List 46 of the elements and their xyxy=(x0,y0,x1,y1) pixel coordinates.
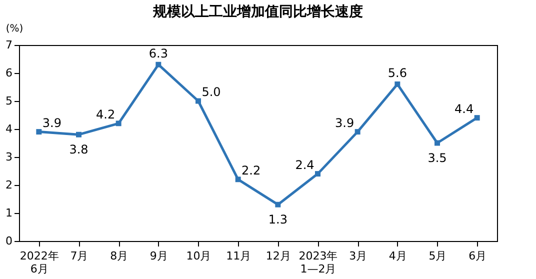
text: 5.0 xyxy=(202,85,221,99)
text: 3.8 xyxy=(69,142,88,157)
x-tick-label: 9月 xyxy=(150,250,168,262)
x-tick-label: 3月 xyxy=(349,250,368,262)
text: 3.9 xyxy=(42,116,62,130)
point xyxy=(275,202,281,208)
point xyxy=(434,140,440,146)
y-tick-label: 0 xyxy=(6,234,12,248)
text: 3.5 xyxy=(428,151,447,165)
text: 2.2 xyxy=(242,163,261,178)
point xyxy=(116,120,122,126)
point xyxy=(156,62,162,68)
text: 3.9 xyxy=(335,116,354,130)
x-tick-label: 10月 xyxy=(186,250,212,262)
y-tick-label: 4 xyxy=(6,122,12,136)
x-tick-label: 12月 xyxy=(266,250,291,262)
x-tick-label: 6月 xyxy=(468,250,487,262)
point xyxy=(36,129,42,135)
y-tick-label: 2 xyxy=(6,178,12,192)
y-tick-label: 1 xyxy=(6,206,12,220)
x-tick-label: 11月 xyxy=(226,250,252,262)
point xyxy=(394,81,400,87)
y-tick-label: 6 xyxy=(6,66,12,80)
y-axis-title: (%) xyxy=(6,24,24,34)
point xyxy=(354,129,360,135)
x-tick-label: 2022年 6月 xyxy=(20,250,59,276)
y-tick-label: 5 xyxy=(6,94,12,108)
point xyxy=(196,98,201,104)
y-tick-label: 3 xyxy=(6,150,12,164)
text: 4.4 xyxy=(454,102,474,116)
x-tick-label: 4月 xyxy=(388,250,407,262)
text: 4.2 xyxy=(96,107,116,122)
point xyxy=(235,176,241,182)
x-tick-label: 8月 xyxy=(110,250,128,262)
text: 5.6 xyxy=(388,66,407,80)
point xyxy=(76,132,82,138)
point xyxy=(315,171,320,177)
text: 6.3 xyxy=(148,46,168,61)
y-tick-label: 7 xyxy=(6,38,12,52)
x-tick-label: 2023年 1—2月 xyxy=(298,250,338,276)
x-tick-label: 7月 xyxy=(70,250,88,262)
text: 1.3 xyxy=(268,212,288,227)
text: 2.4 xyxy=(295,158,314,172)
x-tick-label: 5月 xyxy=(428,250,447,262)
chart-title: 规模以上工业增加值同比增长速度 xyxy=(152,3,363,20)
point xyxy=(474,115,480,121)
